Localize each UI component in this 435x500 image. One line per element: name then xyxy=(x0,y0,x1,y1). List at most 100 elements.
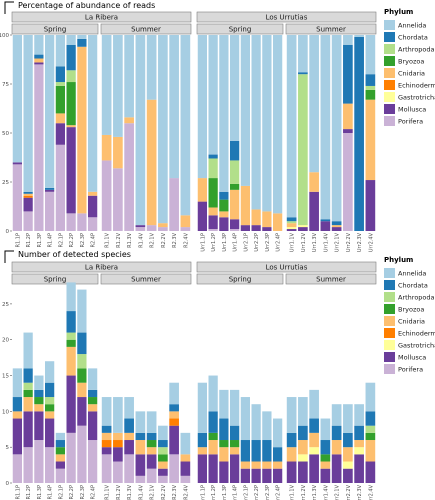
bar-segment-gastrotricha xyxy=(298,225,308,228)
x-tick-label: Urr2.2V xyxy=(346,232,352,252)
bar-segment-annelida xyxy=(343,35,353,45)
bar-segment-bryozoa xyxy=(45,404,55,412)
bar-segment-chordata xyxy=(197,432,207,448)
legend-swatch-gastrotricha xyxy=(384,92,395,102)
bar-segment-mollusca xyxy=(343,129,353,133)
bar-segment-porifera xyxy=(45,191,55,231)
bar-segment-mollusca xyxy=(55,123,65,145)
bar-segment-porifera xyxy=(12,454,22,483)
bar-segment-cnidaria xyxy=(101,432,112,441)
bar-segment-mollusca xyxy=(320,468,331,483)
bar-segment-annelida xyxy=(158,35,168,224)
bar-segment-arthropoda xyxy=(298,74,308,226)
x-tick-label: R1.1V xyxy=(105,484,111,499)
bar-segment-annelida xyxy=(298,397,308,426)
legend-swatch-bryozoa xyxy=(384,56,395,66)
bar-segment-mollusca xyxy=(45,418,55,448)
bar-segment-cnidaria xyxy=(240,461,250,469)
y-tick-label: 20 xyxy=(2,338,9,344)
bar-segment-mollusca xyxy=(197,454,207,483)
bar-segment-cnidaria xyxy=(88,404,98,412)
x-tick-label: Urr1.3P xyxy=(222,485,228,500)
bar-segment-porifera xyxy=(55,468,65,483)
bar-segment-porifera xyxy=(135,475,146,483)
site-strip xyxy=(196,261,377,273)
legend-label: Arthropoda xyxy=(398,294,435,302)
bar-segment-echinodermata xyxy=(113,440,123,448)
bar-segment-chordata xyxy=(23,368,33,383)
x-tick-label: R2.2V xyxy=(161,484,167,499)
bar-segment-porifera xyxy=(45,447,55,483)
bar-segment-cnidaria xyxy=(286,223,297,228)
bar-segment-mollusca xyxy=(66,127,76,214)
bar-segment-mollusca xyxy=(309,191,319,231)
bar-segment-cnidaria xyxy=(88,191,98,196)
legend-swatch-annelida xyxy=(384,268,395,278)
bar-segment-cnidaria xyxy=(124,117,134,124)
bar-segment-mollusca xyxy=(251,468,261,483)
bar-segment-cnidaria xyxy=(251,209,261,226)
legend-label: Bryozoa xyxy=(398,58,424,66)
legend-swatch-chordata xyxy=(384,32,395,42)
x-tick-label: R2.2P xyxy=(69,485,75,499)
x-tick-label: R1.2P xyxy=(26,485,32,499)
bar-segment-chordata xyxy=(77,332,87,355)
x-tick-label: R1.2V xyxy=(116,484,122,499)
legend-swatch-echinodermata xyxy=(384,80,395,90)
x-tick-label: R1.4P xyxy=(48,233,54,247)
bar-segment-annelida xyxy=(354,404,364,426)
season-strip xyxy=(196,273,284,285)
x-tick-label: R1.1V xyxy=(105,232,111,247)
bar-segment-mollusca xyxy=(34,62,44,65)
x-tick-label: Urr2.3V xyxy=(357,484,363,500)
x-tick-label: R1.4P xyxy=(48,485,54,499)
bar-segment-bryozoa xyxy=(208,178,218,208)
bar-segment-mollusca xyxy=(365,180,376,231)
x-tick-label: R2.4P xyxy=(91,485,97,499)
bar-segment-annelida xyxy=(77,35,87,39)
bar-segment-porifera xyxy=(23,447,33,483)
bar-segment-bryozoa xyxy=(219,440,229,448)
abundance-chart: Percentage of abundance of reads La Ribe… xyxy=(0,1,377,252)
bar-segment-cnidaria xyxy=(309,432,319,448)
bar-segment-gastrotricha xyxy=(354,447,364,455)
legend-title: Phylum xyxy=(384,8,413,16)
legend-label: Arthropoda xyxy=(398,46,435,54)
bar-segment-annelida xyxy=(331,404,342,426)
bar-segment-annelida xyxy=(113,35,123,137)
x-tick-label: R2.2P xyxy=(69,233,75,247)
bar-segment-mollusca xyxy=(298,461,308,483)
legend-label: Chordata xyxy=(398,282,428,290)
chart-title: Number of detected species xyxy=(18,250,131,259)
y-tick-label: 0 xyxy=(6,481,10,487)
bar-segment-mollusca xyxy=(208,454,218,483)
bar-segment-mollusca xyxy=(273,468,283,483)
bar-segment-cnidaria xyxy=(230,447,240,455)
bar-segment-mollusca xyxy=(251,225,261,231)
legend-swatch-chordata xyxy=(384,280,395,290)
bar-segment-mollusca xyxy=(101,447,112,455)
bar-segment-cnidaria xyxy=(101,134,112,161)
bar-segment-annelida xyxy=(240,35,250,186)
x-tick-label: Urr2.1V xyxy=(335,484,341,500)
bar-segment-annelida xyxy=(158,425,168,441)
legend-swatch-annelida xyxy=(384,20,395,30)
y-tick-label: 25 xyxy=(2,180,9,186)
bar-segment-porifera xyxy=(169,454,179,483)
site-strip xyxy=(196,11,377,23)
bar-segment-annelida xyxy=(331,35,342,222)
bar-segment-cnidaria xyxy=(197,178,207,202)
x-tick-label: Urr1.2V xyxy=(301,232,307,252)
bar-segment-cnidaria xyxy=(365,99,376,181)
bar-segment-cnidaria xyxy=(262,211,272,228)
legend-label: Chordata xyxy=(398,34,428,42)
bar-segment-cnidaria xyxy=(113,136,123,169)
x-tick-label: Urr1.4V xyxy=(323,232,329,252)
season-strip xyxy=(285,273,377,285)
bar-segment-mollusca xyxy=(219,461,229,483)
bar-segment-chordata xyxy=(262,440,272,462)
bar-segment-chordata xyxy=(219,191,229,200)
x-tick-label: Urr2.1V xyxy=(335,232,341,252)
bar-segment-annelida xyxy=(230,389,240,426)
x-tick-label: R1.1P xyxy=(15,485,21,499)
